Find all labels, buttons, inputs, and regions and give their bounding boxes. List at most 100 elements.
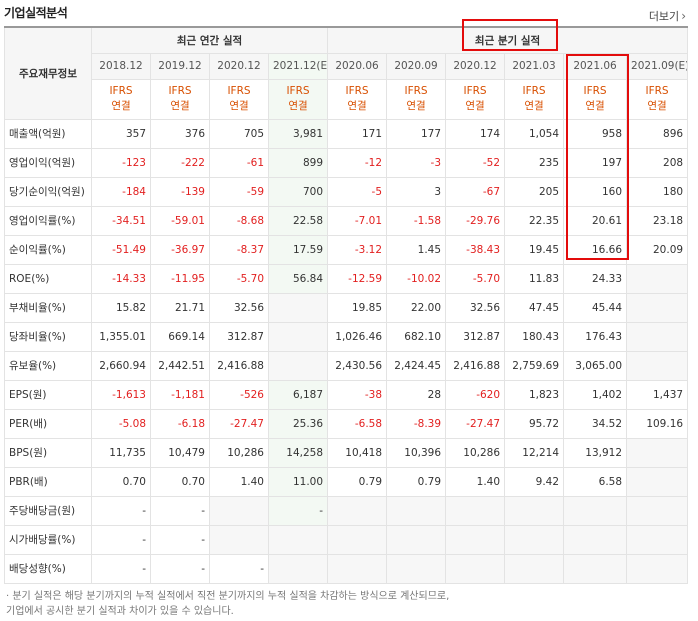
table-cell: 3,981 [267,118,329,149]
table-cell: 0.79 [327,466,388,497]
table-cell: 958 [563,118,628,149]
row-label: 당기순이익(억원) [4,176,92,207]
table-row: 당기순이익(억원) -184 -139 -59 700 -5 3 -67 205 160 180 [4,176,689,207]
table-cell: 682.10 [386,321,447,352]
table-cell: 176.43 [563,321,628,352]
table-cell [626,350,689,381]
table-cell [445,495,506,526]
row-label: 유보율(%) [4,350,92,381]
table-cell: -29.76 [445,205,506,236]
row-header: 주요재무정보 [4,26,92,120]
table-cell: -184 [91,176,151,207]
table-cell: -1,613 [91,379,151,410]
row-label: 배당성향(%) [4,553,92,584]
table-cell: -12 [327,147,388,178]
table-cell: -3.12 [327,234,388,265]
table-cell: -1.58 [386,205,447,236]
table-cell: 10,286 [445,437,506,468]
table-cell: -8.39 [386,408,447,439]
table-cell [386,495,447,526]
table-cell: -38 [327,379,388,410]
table-cell: -8.37 [209,234,269,265]
table-cell: -7.01 [327,205,388,236]
table-cell: 2,759.69 [504,350,565,381]
period-header: 2021.03 [504,52,565,80]
table-cell: 0.70 [91,466,151,497]
ifrs-label: IFRS [583,85,607,97]
table-row: EPS(원) -1,613 -1,181 -526 6,187 -38 28 -620 1,82… [4,379,689,410]
table-row: PER(배) -5.08 -6.18 -27.47 25.36 -6.58 -8.39 -27… [4,408,689,439]
table-cell: 13,912 [563,437,628,468]
table-cell: -123 [91,147,151,178]
more-label: 더보기 [648,10,680,23]
table-cell: -5.70 [445,263,506,294]
table-cell: -27.47 [445,408,506,439]
table-cell: 669.14 [150,321,210,352]
table-cell: -3 [386,147,447,178]
table-cell: -1,181 [150,379,210,410]
more-link[interactable]: 더보기 › [649,8,686,24]
row-label: BPS(원) [4,437,92,468]
ifrs-label: IFRS [463,85,487,97]
table-cell: 25.36 [267,408,329,439]
table-cell: 312.87 [209,321,269,352]
table-cell: - [209,553,269,584]
consolidated-label: 연결 [347,100,367,112]
ifrs-label: IFRS [286,85,310,97]
table-cell: 2,416.88 [209,350,269,381]
ifrs-badge: IFRS 연결 [91,78,151,120]
section-title: 기업실적분석 [4,6,68,20]
table-cell: 22.58 [267,205,329,236]
table-cell: -12.59 [327,263,388,294]
ifrs-badge: IFRS 연결 [626,78,689,120]
table-row: ROE(%) -14.33 -11.95 -5.70 56.84 -12.59 -10.02… [4,263,689,294]
consolidated-label: 연결 [229,100,249,112]
table-cell: - [150,524,210,555]
table-cell: 6.58 [563,466,628,497]
period-header: 2020.12 [445,52,506,80]
table-cell [626,292,689,323]
table-cell: 1,054 [504,118,565,149]
table-cell: 205 [504,176,565,207]
table-row: 부채비율(%) 15.82 21.71 32.56 19.85 22.00 32.56 47.… [4,292,689,323]
table-cell [267,553,329,584]
table-cell: -61 [209,147,269,178]
period-header: 2021.06 [563,52,628,80]
table-cell: 2,416.88 [445,350,506,381]
table-cell: 22.35 [504,205,565,236]
table-cell: 2,424.45 [386,350,447,381]
table-cell: - [91,524,151,555]
consolidated-label: 연결 [406,100,426,112]
table-cell: 17.59 [267,234,329,265]
table-cell: 312.87 [445,321,506,352]
table-row: 유보율(%) 2,660.94 2,442.51 2,416.88 2,430.56 2,… [4,350,689,381]
table-cell: 6,187 [267,379,329,410]
table-cell: 3 [386,176,447,207]
annual-group-header: 최근 연간 실적 [90,26,329,54]
table-cell: -52 [445,147,506,178]
table-cell: - [91,495,151,526]
table-cell [267,321,329,352]
table-cell [626,321,689,352]
table-cell: 14,258 [267,437,329,468]
table-cell: 705 [209,118,269,149]
table-cell [445,553,506,584]
table-cell: 174 [445,118,506,149]
table-cell: -10.02 [386,263,447,294]
table-cell [267,524,329,555]
consolidated-label: 연결 [585,100,605,112]
table-cell: 12,214 [504,437,565,468]
table-cell: 180 [626,176,689,207]
table-cell [209,495,269,526]
table-row: 주당배당금(원) - - - [4,495,689,526]
ifrs-label: IFRS [168,85,192,97]
table-cell: 11,735 [91,437,151,468]
table-cell: 10,479 [150,437,210,468]
table-cell: 0.79 [386,466,447,497]
table-cell [563,524,628,555]
table-cell: 16.66 [563,234,628,265]
table-cell: -5.70 [209,263,269,294]
table-cell: -5 [327,176,388,207]
ifrs-label: IFRS [645,85,669,97]
footnote-line: 기업에서 공시한 분기 실적과 차이가 있을 수 있습니다. [6,606,234,617]
